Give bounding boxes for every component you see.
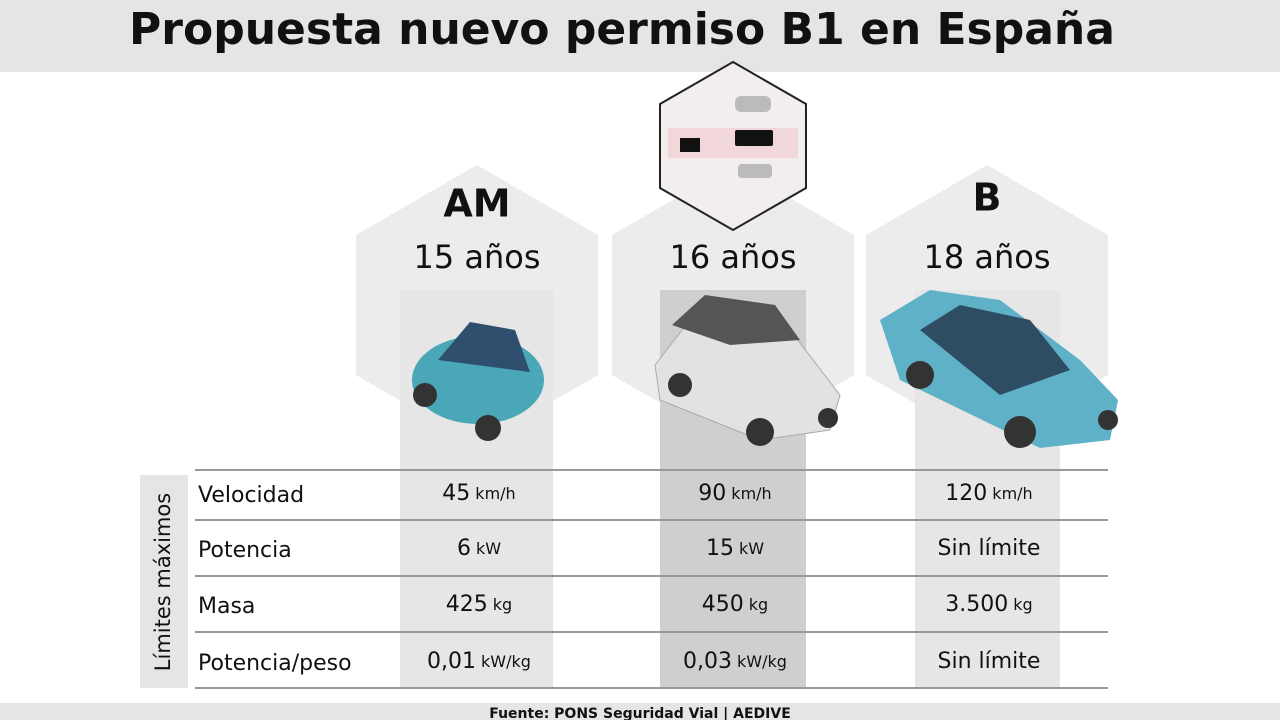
cell: 3.500 kg [945, 592, 1032, 617]
car-b [880, 290, 1118, 448]
side-label: Límites máximos [151, 493, 175, 671]
cell-value: 90 [698, 481, 726, 506]
cell-value: 3.500 [945, 592, 1008, 617]
cell-unit: kW [739, 539, 764, 558]
row-label: Masa [198, 594, 255, 619]
cell: 90 km/h [698, 481, 771, 506]
cell: 0,03 kW/kg [683, 649, 787, 674]
cell: Sin límite [938, 649, 1041, 674]
row-label: Potencia/peso [198, 651, 352, 676]
license: B [973, 176, 1002, 220]
cell-unit: kW/kg [737, 652, 787, 671]
cell: 425 kg [446, 592, 512, 617]
title-bar [0, 0, 1280, 72]
cell-unit: kg [1013, 595, 1032, 614]
cell-unit: kW/kg [481, 652, 531, 671]
b1-icon [680, 138, 700, 152]
cell-unit: km/h [731, 484, 771, 503]
cell: 450 kg [702, 592, 768, 617]
cell-value: 6 [457, 536, 471, 561]
cell: 45 km/h [442, 481, 515, 506]
car-b1 [654, 295, 841, 446]
footer-bar [0, 703, 1280, 720]
age: 18 años [923, 238, 1050, 276]
age: 15 años [413, 238, 540, 276]
cell-unit: kg [749, 595, 768, 614]
moto-icon [735, 96, 771, 112]
cell-unit: kg [493, 595, 512, 614]
car-am [412, 322, 544, 441]
row-label: Potencia [198, 538, 292, 563]
cell: Sin límite [938, 536, 1041, 561]
cell-value: Sin límite [938, 536, 1041, 561]
car-icon [738, 164, 772, 178]
title: Propuesta nuevo permiso B1 en España [129, 4, 1115, 55]
cell: 120 km/h [945, 481, 1032, 506]
source: Fuente: PONS Seguridad Vial | AEDIVE [489, 706, 791, 720]
cell-value: Sin límite [938, 649, 1041, 674]
cell: 0,01 kW/kg [427, 649, 531, 674]
cell: 15 kW [706, 536, 764, 561]
cell-value: 0,03 [683, 649, 732, 674]
cell-value: 120 [945, 481, 987, 506]
cell-unit: km/h [992, 484, 1032, 503]
side-label-box [140, 475, 188, 688]
license: AM [443, 182, 510, 226]
cell-unit: km/h [475, 484, 515, 503]
row-label: Velocidad [198, 483, 304, 508]
cell-value: 15 [706, 536, 734, 561]
cell: 6 kW [457, 536, 501, 561]
cell-value: 425 [446, 592, 488, 617]
cell-unit: kW [476, 539, 501, 558]
cell-value: 0,01 [427, 649, 476, 674]
cell-value: 450 [702, 592, 744, 617]
cell-value: 45 [442, 481, 470, 506]
age: 16 años [669, 238, 796, 276]
van-icon [735, 130, 773, 146]
